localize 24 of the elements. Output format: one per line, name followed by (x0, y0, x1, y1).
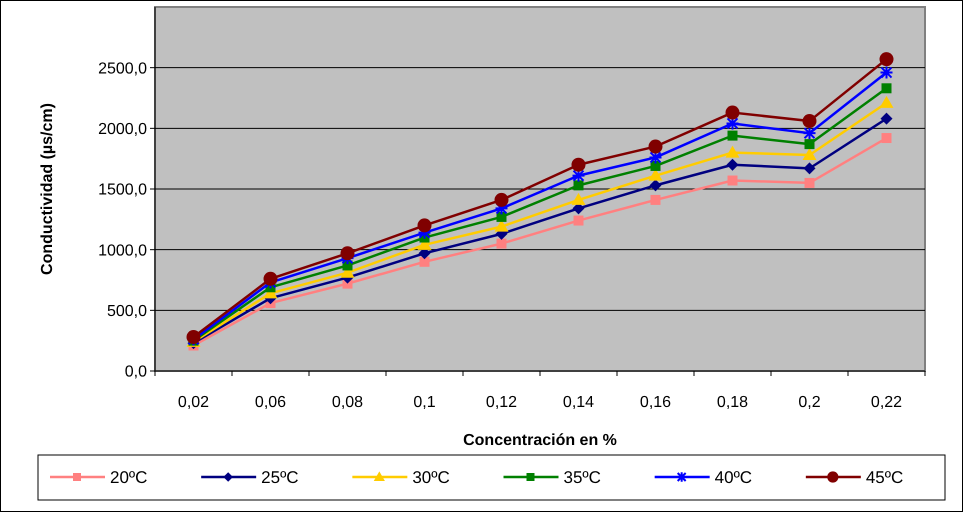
legend-label: 40ºC (714, 468, 752, 487)
x-tick-label: 0,2 (798, 394, 821, 411)
y-axis-title: Conductividad (µs/cm) (39, 103, 56, 275)
x-tick-label: 0,22 (870, 394, 902, 411)
y-tick-label: 500,0 (106, 302, 148, 320)
y-tick-label: 1500,0 (98, 182, 148, 199)
y-tick-label: 1000,0 (98, 242, 148, 260)
x-tick-label: 0,14 (562, 394, 594, 411)
x-tick-label: 0,1 (413, 394, 436, 411)
y-tick-label: 0,0 (124, 364, 148, 381)
x-tick-label: 0,06 (254, 394, 286, 411)
x-tick-label: 0,12 (486, 394, 518, 411)
legend-label: 20ºC (110, 468, 148, 487)
legend-label: 30ºC (412, 468, 450, 487)
x-tick-label: 0,16 (640, 394, 672, 411)
x-tick-label: 0,02 (178, 394, 210, 411)
x-tick-label: 0,18 (716, 394, 748, 411)
legend-label: 25ºC (261, 468, 299, 487)
y-tick-label: 2000,0 (98, 120, 148, 138)
legend-label: 35ºC (564, 468, 601, 487)
x-tick-label: 0,08 (332, 394, 364, 411)
y-tick-label: 2500,0 (98, 60, 148, 78)
x-axis-title: Concentración en % (463, 432, 617, 449)
legend-label: 45ºC (866, 468, 904, 487)
